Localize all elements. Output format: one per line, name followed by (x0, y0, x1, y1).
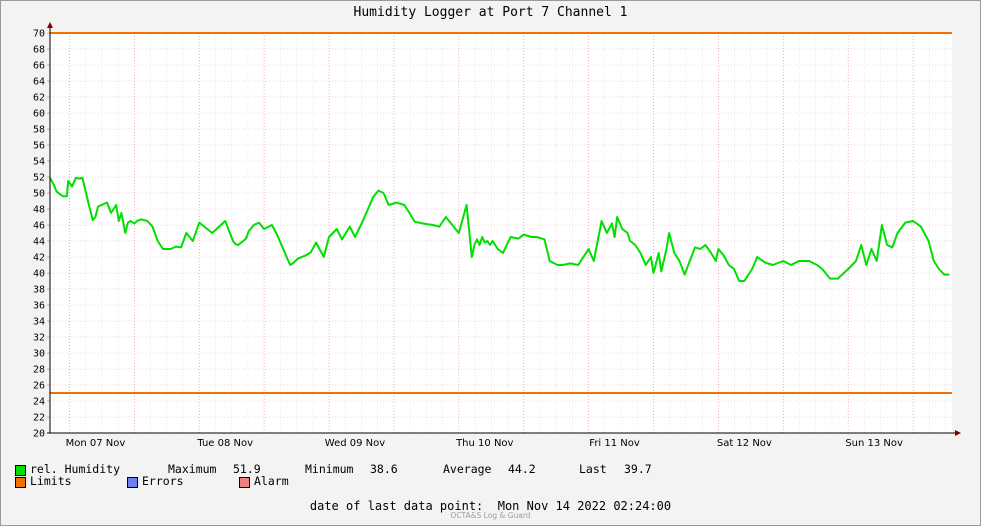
humidity-chart: 20 22 24 26 28 30 32 34 36 38 40 42 44 46 48 50 52 54 56 58… (33, 22, 961, 449)
y-tick-label: 36 (33, 301, 45, 312)
x-tick-label: Thu 10 Nov (455, 438, 513, 449)
x-tick-label: Mon 07 Nov (66, 438, 126, 449)
x-tick-label: Fri 11 Nov (589, 438, 640, 449)
y-tick-label: 58 (33, 125, 45, 136)
y-tick-label: 56 (33, 141, 45, 152)
y-axis-ticks: 20 22 24 26 28 30 32 34 36 38 40 42 44 46 48 50 52 54 56 58… (33, 29, 45, 440)
stat-last-label: Last (579, 462, 607, 476)
stat-minimum-value: 38.6 (370, 462, 398, 476)
y-tick-label: 70 (33, 29, 45, 40)
x-tick-label: Sat 12 Nov (717, 438, 772, 449)
x-tick-label: Tue 08 Nov (196, 438, 253, 449)
legend-swatch-limits (15, 477, 26, 488)
y-tick-label: 50 (33, 189, 45, 200)
x-axis-arrow (955, 430, 961, 436)
y-tick-label: 44 (33, 237, 45, 248)
y-tick-label: 60 (33, 109, 45, 120)
y-tick-label: 42 (33, 253, 45, 264)
y-tick-label: 64 (33, 77, 45, 88)
stat-average-value: 44.2 (508, 462, 536, 476)
y-tick-label: 54 (33, 157, 45, 168)
y-tick-label: 52 (33, 173, 45, 184)
stat-last-value: 39.7 (624, 462, 652, 476)
x-tick-label: Wed 09 Nov (325, 438, 385, 449)
legend-swatch-alarm (239, 477, 250, 488)
grid (47, 32, 952, 434)
stat-maximum-label: Maximum (168, 462, 217, 476)
y-tick-label: 34 (33, 317, 45, 328)
last-data-point: date of last data point: Mon Nov 14 2022… (0, 499, 981, 513)
brand-watermark: OCTA&S Log & Guard (450, 511, 531, 520)
legend-errors-label: Errors (142, 474, 184, 488)
limit-lines (50, 32, 952, 394)
y-tick-label: 68 (33, 45, 45, 56)
y-tick-label: 40 (33, 269, 45, 280)
chart-title: Humidity Logger at Port 7 Channel 1 (353, 5, 628, 20)
y-tick-label: 38 (33, 285, 45, 296)
legend-humidity-label: rel. Humidity (30, 462, 121, 476)
plot-area (50, 33, 952, 433)
legend-alarm-label: Alarm (254, 474, 289, 488)
legend-swatch-humidity (15, 465, 26, 476)
y-tick-label: 20 (33, 429, 45, 440)
x-tick-label: Sun 13 Nov (845, 438, 903, 449)
legend-limits-label: Limits (30, 474, 72, 488)
x-axis-ticks: Mon 07 Nov Tue 08 Nov Wed 09 Nov Thu 10 Nov… (66, 438, 903, 449)
series-line-humidity (49, 176, 950, 282)
y-tick-label: 22 (33, 413, 45, 424)
stat-average-label: Average (443, 462, 492, 476)
y-axis-arrow (47, 22, 53, 28)
y-tick-label: 24 (33, 397, 45, 408)
y-tick-label: 46 (33, 221, 45, 232)
stat-maximum-value: 51.9 (233, 462, 261, 476)
legend-swatch-errors (127, 477, 138, 488)
y-tick-label: 26 (33, 381, 45, 392)
last-data-point-value: Mon Nov 14 2022 02:24:00 (497, 499, 672, 513)
y-tick-label: 66 (33, 61, 45, 72)
y-tick-label: 48 (33, 205, 45, 216)
axes (47, 22, 961, 436)
series-layer (49, 176, 950, 282)
y-tick-label: 32 (33, 333, 45, 344)
last-data-point-label: date of last data point: (309, 499, 484, 513)
stat-minimum-label: Minimum (305, 462, 354, 476)
y-tick-label: 62 (33, 93, 45, 104)
y-tick-label: 30 (33, 349, 45, 360)
y-tick-label: 28 (33, 365, 45, 376)
